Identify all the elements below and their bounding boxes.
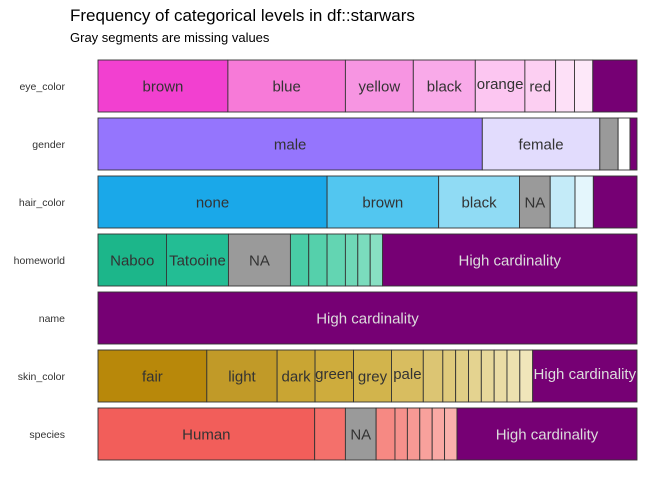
row-label: skin_color [18,371,66,383]
segment-label: black [462,194,498,211]
bar-segment [592,59,638,113]
segment-label: Human [182,426,230,443]
bar-segment [375,407,396,461]
bar-row-hair-color: hair_color none brown black NA [19,175,638,229]
segment-label: light [228,368,256,385]
bar-segment [314,349,355,403]
segment-label: High cardinality [316,310,419,327]
bar-segment [574,59,594,113]
bar-row-gender: gender male female [32,117,638,171]
bar-row-name: name High cardinality [39,291,638,345]
bar-segment [574,175,594,229]
bar-segment [206,349,278,403]
segment-label: grey [358,368,388,385]
row-label: species [29,429,65,441]
segment-label: NA [350,426,371,443]
segment-label: fair [142,368,163,385]
bar-segment [519,349,534,403]
bar-segment [391,349,424,403]
bar-segment [474,59,526,113]
bar-segment [617,117,631,171]
bar-segment [227,59,346,113]
segment-label: none [196,194,229,211]
bar-segment [481,117,601,171]
chart-subtitle: Gray segments are missing values [70,30,270,45]
row-label: name [39,313,65,325]
bar-segment [353,349,392,403]
bar-segment [344,59,414,113]
bar-segment [442,349,457,403]
bar-row-species: species Human NA High cardinality [29,407,638,461]
row-label: gender [32,139,65,151]
bar-segment [394,407,408,461]
bar-segment [422,349,444,403]
bar-segment [406,407,421,461]
chart-rows: eye_color brown blue yellow black orange redge… [14,59,638,461]
bar-segment [506,349,521,403]
bar-segment [382,233,638,287]
bar-segment [549,175,576,229]
row-label: eye_color [19,81,65,93]
bar-segment [97,117,483,171]
bar-segment [456,407,638,461]
segment-label: green [315,366,353,383]
bar-segment [629,117,638,171]
bar-segment [326,233,346,287]
chart-title: Frequency of categorical levels in df::s… [70,6,415,25]
bar-segment [455,349,469,403]
segment-label: NA [524,194,545,211]
bar-row-eye-color: eye_color brown blue yellow black orange red [19,59,638,113]
bar-segment [592,175,638,229]
bar-segment [555,59,575,113]
bar-segment [419,407,433,461]
bar-segment [357,233,371,287]
bar-segment [97,407,316,461]
bar-segment [97,291,638,345]
segment-label: Tatooine [169,252,226,269]
segment-label: dark [281,368,311,385]
segment-label: yellow [359,78,401,95]
bar-segment [599,117,619,171]
bar-segment [166,233,229,287]
bar-segment [480,349,495,403]
bar-segment [289,233,310,287]
bar-segment [468,349,482,403]
bar-segment [97,175,328,229]
bar-segment [519,175,551,229]
bar-segment [326,175,440,229]
segment-label: High cardinality [459,252,562,269]
bar-segment [276,349,316,403]
bar-segment [524,59,557,113]
bar-segment [431,407,446,461]
segment-label: male [274,136,307,153]
row-label: hair_color [19,197,66,209]
bar-segment [97,59,229,113]
segment-label: blue [272,78,300,95]
segment-label: orange [477,76,524,93]
bar-segment [493,349,508,403]
bar-segment [369,233,384,287]
segment-label: brown [362,194,403,211]
segment-label: NA [249,252,270,269]
segment-label: red [529,78,551,95]
segment-label: High cardinality [496,426,599,443]
segment-label: Naboo [110,252,154,269]
bar-segment [412,59,476,113]
bar-segment [532,349,638,403]
segment-label: High cardinality [534,366,637,383]
segment-label: female [519,136,564,153]
bar-row-skin-color: skin_color fair light dark green grey pale High… [18,349,638,403]
segment-label: brown [143,78,184,95]
segment-label: black [427,78,463,95]
segment-label: pale [393,366,421,383]
bar-segment [308,233,328,287]
bar-segment [97,349,208,403]
bar-segment [344,233,359,287]
bar-segment [97,233,167,287]
bar-row-homeworld: homeworld Naboo Tatooine NA High cardinality [14,233,638,287]
bar-segment [314,407,346,461]
row-label: homeworld [14,255,66,267]
bar-segment [444,407,458,461]
